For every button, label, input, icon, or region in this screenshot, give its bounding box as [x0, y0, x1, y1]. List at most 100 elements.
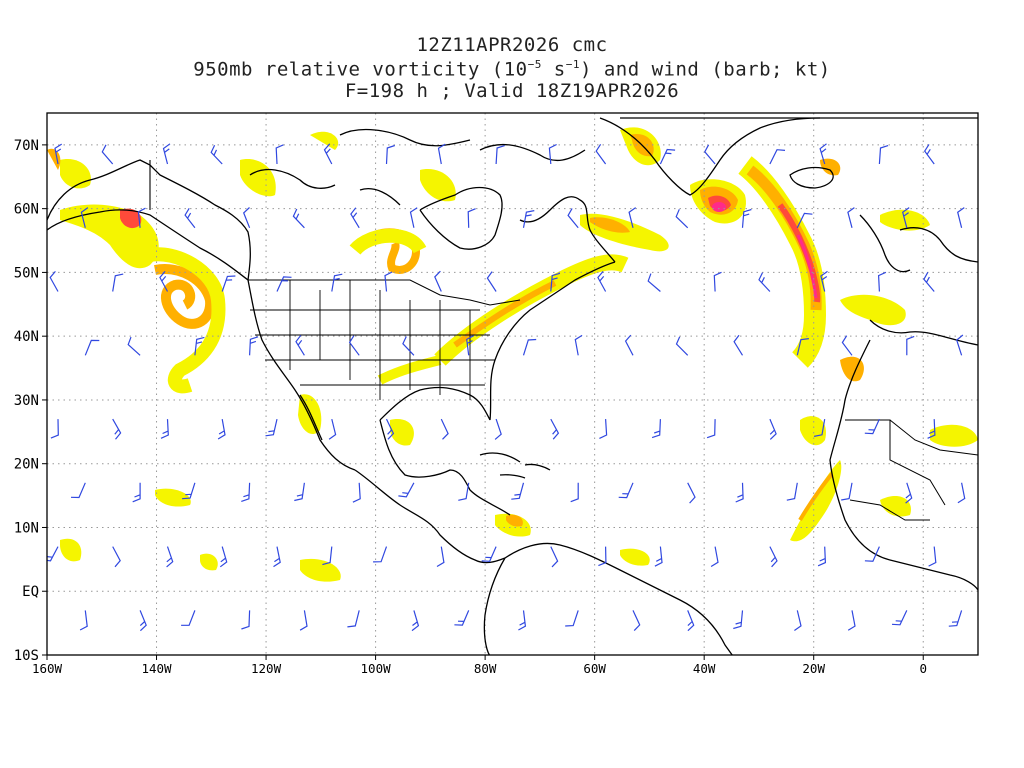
wind-barb: [813, 418, 826, 437]
wind-barb: [847, 610, 856, 631]
wind-barb: [518, 610, 527, 631]
wind-barb: [927, 419, 936, 439]
wind-barb: [902, 207, 910, 228]
wind-barb: [436, 546, 445, 568]
wind-barb: [385, 144, 395, 165]
wind-barb: [79, 610, 88, 631]
wind-barb: [511, 482, 525, 500]
wind-barb: [132, 482, 141, 503]
wind-barb: [796, 338, 809, 356]
wind-barb: [651, 419, 661, 439]
wind-barb: [820, 270, 828, 292]
wind-barb: [647, 273, 661, 292]
wind-barb: [328, 418, 337, 440]
wind-barb: [275, 144, 284, 165]
wind-barb: [550, 546, 559, 568]
lat-label: 40N: [14, 329, 39, 345]
wind-barb: [160, 419, 169, 439]
wind-barb: [548, 143, 557, 165]
wind-barb: [249, 336, 259, 356]
wind-barb: [847, 207, 855, 228]
wind-barb: [350, 207, 360, 229]
wind-barb: [384, 271, 393, 292]
wind-barb: [957, 207, 965, 228]
wind-barb: [466, 335, 475, 356]
wind-barb: [182, 482, 196, 500]
wind-barb: [409, 207, 418, 228]
wind-barb: [923, 144, 935, 165]
wind-barb: [112, 546, 121, 568]
lon-label: 80W: [474, 661, 497, 676]
wind-barb: [948, 610, 963, 627]
wind-barb: [956, 334, 964, 356]
wind-barb: [819, 143, 827, 165]
wind-barb: [84, 339, 100, 356]
wind-barb: [598, 546, 607, 567]
wind-barb: [624, 334, 634, 356]
wind-barb: [599, 419, 608, 439]
wind-barb: [733, 334, 744, 356]
wind-barb: [769, 546, 778, 568]
wind-barb: [864, 546, 880, 562]
wind-barb: [162, 143, 171, 165]
latitude-labels: 70N 60N 50N 40N 30N 20N 10N EQ 10S: [14, 138, 47, 664]
lon-label: 140W: [141, 661, 172, 676]
wind-barb: [265, 418, 278, 437]
wind-barb: [891, 610, 908, 626]
wind-barb: [402, 336, 415, 356]
wind-barb: [786, 482, 798, 501]
wind-barb: [54, 143, 63, 165]
wind-barb: [347, 610, 360, 628]
wind-barb: [654, 546, 663, 567]
wind-barb: [49, 271, 59, 292]
wind-barb: [398, 482, 415, 498]
wind-barb: [137, 207, 146, 228]
wind-barb: [373, 546, 388, 563]
wind-barb: [794, 610, 802, 631]
wind-barb: [758, 272, 771, 292]
wind-barb: [841, 482, 853, 501]
wind-barb: [411, 610, 420, 632]
wind-barb: [101, 144, 114, 165]
lon-label: 120W: [251, 661, 282, 676]
lon-label: 0: [919, 661, 927, 676]
wind-barb: [628, 207, 637, 228]
wind-barb: [597, 271, 607, 292]
wind-barb: [184, 207, 196, 229]
wind-barb: [687, 482, 696, 504]
wind-barb: [710, 546, 719, 568]
lat-label: 10N: [14, 520, 39, 536]
wind-barb: [352, 482, 361, 503]
lon-label: 40W: [693, 661, 716, 676]
wind-barb: [704, 144, 716, 165]
wind-barb: [47, 546, 59, 562]
wind-barb: [687, 610, 695, 632]
wind-barb: [467, 208, 476, 228]
wind-barb: [550, 272, 561, 292]
wind-barb: [713, 271, 722, 292]
lat-label: EQ: [22, 584, 39, 600]
wind-barb: [217, 418, 226, 440]
exponent-1: −5: [527, 58, 542, 71]
wind-barb: [735, 482, 744, 503]
wind-barb: [385, 418, 395, 440]
wind-barb: [923, 272, 935, 292]
wind-barb: [139, 610, 147, 632]
wind-barb: [741, 208, 752, 228]
wind-barb: [440, 418, 449, 440]
wind-barb: [70, 482, 86, 499]
wind-barb: [348, 335, 360, 356]
wind-barb: [574, 334, 583, 356]
wind-barbs: [47, 143, 966, 632]
wind-barb: [273, 546, 281, 568]
wind-barb: [219, 546, 228, 568]
wind-barb: [481, 546, 497, 562]
lon-label: 60W: [583, 661, 606, 676]
title-line-1: 12Z11APR2026 cmc: [416, 34, 608, 56]
wind-barb: [769, 149, 786, 165]
wind-barb: [112, 418, 122, 440]
wind-barb: [565, 610, 579, 627]
wind-barb: [242, 207, 251, 229]
wind-barb: [706, 419, 716, 439]
